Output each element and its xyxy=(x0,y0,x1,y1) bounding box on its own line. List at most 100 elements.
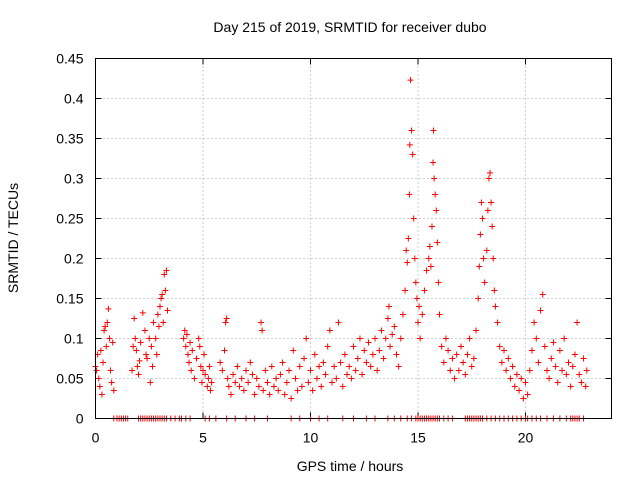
data-point xyxy=(141,327,148,334)
data-point xyxy=(318,383,325,390)
data-point xyxy=(440,359,447,366)
y-tick-label: 0.15 xyxy=(56,291,83,307)
data-point xyxy=(425,255,432,262)
data-point xyxy=(522,379,529,386)
data-point xyxy=(258,319,265,326)
y-tick-label: 0.35 xyxy=(56,131,83,147)
data-point xyxy=(583,367,590,374)
data-point xyxy=(533,335,540,342)
data-point xyxy=(164,307,171,314)
data-point xyxy=(206,363,213,370)
data-point xyxy=(436,311,443,318)
data-point xyxy=(183,331,190,338)
data-point xyxy=(578,379,585,386)
data-point xyxy=(143,351,150,358)
data-point xyxy=(107,367,114,374)
data-point xyxy=(224,375,231,382)
data-point xyxy=(427,263,434,270)
data-point xyxy=(490,255,497,262)
data-point xyxy=(428,223,435,230)
data-point xyxy=(161,271,168,278)
data-point xyxy=(326,327,333,334)
y-tick-label: 0.3 xyxy=(64,171,84,187)
y-axis-label: SRMTID / TECUs xyxy=(5,183,21,293)
x-axis-label: GPS time / hours xyxy=(297,458,404,474)
data-point xyxy=(98,391,105,398)
data-point xyxy=(410,215,417,222)
y-tick-label: 0.45 xyxy=(56,51,83,67)
data-point xyxy=(554,379,561,386)
y-tick-label: 0.25 xyxy=(56,211,83,227)
data-point xyxy=(298,383,305,390)
data-point xyxy=(492,303,499,310)
data-point xyxy=(129,367,136,374)
x-tick-label: 20 xyxy=(518,430,534,446)
data-point xyxy=(207,387,214,394)
data-point xyxy=(311,351,318,358)
data-point xyxy=(479,215,486,222)
y-tick-label: 0.2 xyxy=(64,251,84,267)
data-point xyxy=(507,375,514,382)
data-point xyxy=(455,367,462,374)
data-point xyxy=(262,367,269,374)
data-point xyxy=(146,335,153,342)
data-point xyxy=(197,363,204,370)
data-point xyxy=(372,335,378,342)
data-point xyxy=(316,363,323,370)
data-point xyxy=(404,259,411,266)
data-point xyxy=(491,287,498,294)
data-point xyxy=(415,319,421,326)
data-point xyxy=(480,255,487,262)
data-point xyxy=(275,387,282,394)
y-tick-label: 0.1 xyxy=(64,331,84,347)
data-point xyxy=(333,375,340,382)
data-point xyxy=(294,387,301,394)
data-point xyxy=(236,383,243,390)
data-point xyxy=(399,311,406,318)
data-point xyxy=(270,383,277,390)
data-point xyxy=(202,371,209,378)
data-point xyxy=(442,335,449,342)
data-point xyxy=(309,387,316,394)
data-point xyxy=(341,351,348,358)
data-point xyxy=(234,363,241,370)
data-point xyxy=(350,343,357,350)
data-point xyxy=(453,351,460,358)
data-point xyxy=(494,319,501,326)
data-point xyxy=(412,279,419,286)
data-point xyxy=(409,151,416,158)
data-point xyxy=(268,363,275,370)
data-point xyxy=(109,339,116,346)
data-point xyxy=(158,295,165,302)
data-point xyxy=(569,363,576,370)
data-point xyxy=(136,357,143,364)
data-point xyxy=(537,307,544,314)
data-point xyxy=(406,141,413,148)
data-point xyxy=(356,335,363,342)
data-point xyxy=(559,367,566,374)
data-point xyxy=(361,347,368,354)
data-point xyxy=(509,363,516,370)
data-point xyxy=(188,367,195,374)
data-point xyxy=(481,279,488,286)
data-point xyxy=(354,355,361,362)
data-point xyxy=(391,323,398,330)
data-point xyxy=(352,367,359,374)
data-point xyxy=(405,235,412,242)
data-point xyxy=(96,383,103,390)
data-point xyxy=(432,191,439,198)
data-point xyxy=(470,355,477,362)
data-points xyxy=(92,77,590,422)
data-point xyxy=(449,355,456,362)
data-point xyxy=(423,267,430,274)
data-point xyxy=(245,379,252,386)
data-point xyxy=(277,371,284,378)
data-point xyxy=(435,279,442,286)
data-point xyxy=(369,351,376,358)
data-point xyxy=(292,375,299,382)
data-point xyxy=(484,207,491,214)
data-point xyxy=(397,335,404,342)
data-point xyxy=(144,355,151,362)
data-point xyxy=(147,379,154,386)
